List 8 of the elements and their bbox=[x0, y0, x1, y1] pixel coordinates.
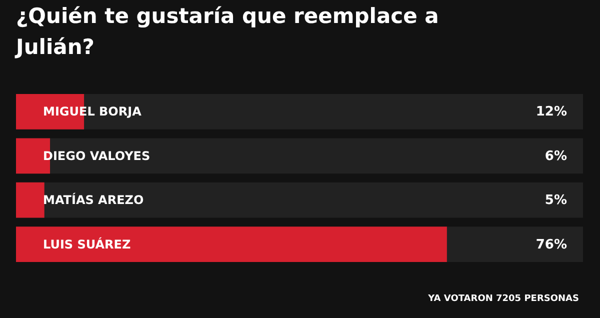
bar bbox=[16, 182, 44, 218]
y-tick-label: LUIS SUÁREZ bbox=[43, 236, 131, 252]
text: YA VOTARON 7205 PERSONAS bbox=[427, 294, 579, 304]
chart-title: ¿Quién te gustaría que reemplace a Julián? bbox=[14, 4, 439, 59]
data-label: 76% bbox=[536, 237, 567, 252]
data-label: 5% bbox=[544, 193, 567, 208]
data-label: 12% bbox=[536, 104, 567, 120]
data-label: 6% bbox=[544, 148, 567, 164]
